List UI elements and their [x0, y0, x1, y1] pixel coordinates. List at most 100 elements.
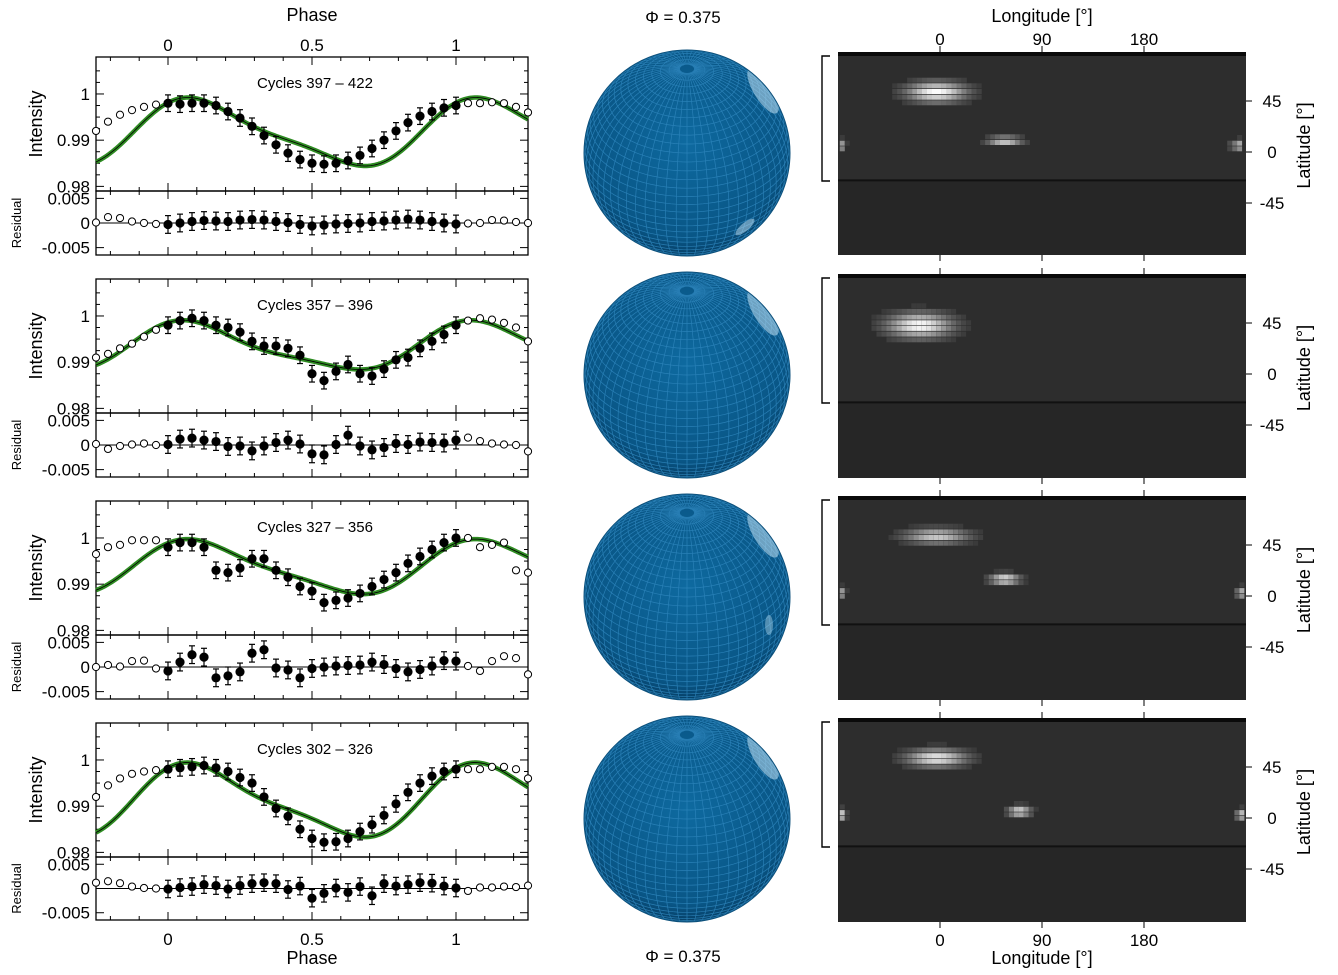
map-top-strip [838, 496, 1246, 500]
residual-point-open [103, 444, 113, 454]
spot-pixel [886, 331, 892, 337]
spot-pixel [971, 89, 977, 94]
spot-pixel [941, 325, 947, 331]
longitude-grid-line [688, 738, 720, 921]
spot-pixel [906, 320, 912, 326]
longitude-grid-line [690, 293, 748, 471]
spot-pixel [946, 758, 952, 764]
data-point [391, 355, 401, 365]
residual-point [283, 435, 293, 445]
data-point-open [139, 767, 149, 776]
longitude-grid-line [616, 285, 681, 301]
spot-pixel [1234, 815, 1240, 821]
residual-point [379, 879, 389, 889]
spot-pixel [907, 753, 913, 759]
data-point [331, 837, 341, 847]
latitude-grid-line [589, 630, 785, 677]
bottom-sphere-label: Φ = 0.375 [645, 947, 720, 966]
spot-pixel [966, 753, 972, 759]
spot-pixel [932, 747, 937, 753]
spot-pixel [839, 135, 845, 140]
star-sphere [583, 271, 791, 479]
data-point [283, 148, 293, 158]
spot-pixel [966, 83, 972, 89]
residual-point [247, 446, 257, 456]
residual-tick-label: 0 [81, 658, 90, 677]
latitude-grid-line [586, 620, 788, 671]
longitude-grid-line [654, 294, 686, 477]
data-point [427, 336, 437, 346]
spot-pixel [926, 325, 932, 331]
spot-pixel [1003, 574, 1009, 580]
residual-point [259, 878, 269, 888]
spot-pixel [896, 331, 902, 337]
data-point [211, 320, 221, 330]
spot-pixel [995, 134, 1000, 140]
spot-highlights [747, 512, 779, 635]
spot-pixel [897, 753, 903, 759]
longitude-grid-line [584, 512, 680, 614]
sphere-limb [583, 271, 791, 479]
spot-pixel [923, 535, 929, 540]
spot-pixel [927, 741, 932, 747]
longitude-grid-line [644, 738, 685, 920]
spot-pixel [1234, 593, 1240, 599]
data-point [271, 565, 281, 575]
spot-pixel [901, 337, 907, 343]
spot-pixel [1010, 140, 1015, 145]
residual-point [391, 438, 401, 449]
data-point [307, 833, 317, 844]
residual-point [403, 439, 413, 450]
spot-pixel [908, 540, 914, 546]
residual-point [163, 439, 173, 450]
longitude-grid-line [665, 72, 686, 256]
spot-map: 45 0 -45 Latitude [°] [821, 490, 1314, 706]
residual-point [259, 441, 269, 451]
data-point [295, 824, 305, 834]
spot-pixel [839, 593, 845, 599]
residual-point-open [151, 219, 161, 229]
spot-pixel [961, 325, 967, 331]
spot-pixel [1008, 806, 1014, 812]
intensity-tick-label: 1 [81, 85, 90, 104]
data-point [391, 799, 401, 809]
residual-point-open [139, 883, 149, 893]
spot-pixel [1008, 574, 1014, 580]
residual-point [175, 882, 185, 893]
intensity-tick-label: 1 [81, 529, 90, 548]
spot-pixel [946, 308, 952, 314]
spot-pixel [933, 523, 939, 529]
spot-pixel [966, 747, 972, 753]
data-point-open [499, 762, 509, 771]
data-point-open [115, 774, 125, 783]
data-point [295, 154, 305, 165]
longitude-grid-line [692, 61, 751, 72]
spot-pixel [881, 331, 887, 337]
spot-pixel [1023, 812, 1029, 818]
spot-pixel [917, 753, 922, 759]
longitude-grid-line [635, 72, 684, 251]
spot-pixel [1023, 801, 1029, 806]
spot-pixel [927, 747, 932, 753]
latitude-longitude-maps: 45 0 -45 Latitude [°] 45 0 -45 Latitude [°] 45 0 -… [821, 30, 1314, 950]
spot-pixel [990, 134, 996, 140]
longitude-grid-line [691, 277, 726, 288]
spot-pixel [948, 535, 954, 540]
longitude-grid-line [693, 69, 786, 202]
longitude-grid-line [692, 503, 743, 511]
spot-pixel [921, 314, 927, 320]
spot-pixel [933, 540, 939, 546]
map-top-strip [838, 52, 1246, 56]
spot-pixel [988, 580, 994, 586]
spot-pixel [968, 529, 974, 535]
visible-hemisphere-band [838, 56, 1246, 181]
spot-pixel [966, 89, 972, 94]
spot-pixel [1239, 582, 1245, 588]
latitude-grid-line [587, 344, 787, 411]
spot-pixel [932, 764, 937, 770]
spot-pixel [844, 140, 850, 146]
spot-pixel [956, 747, 962, 753]
residual-point [343, 218, 353, 229]
residual-point [283, 217, 293, 228]
